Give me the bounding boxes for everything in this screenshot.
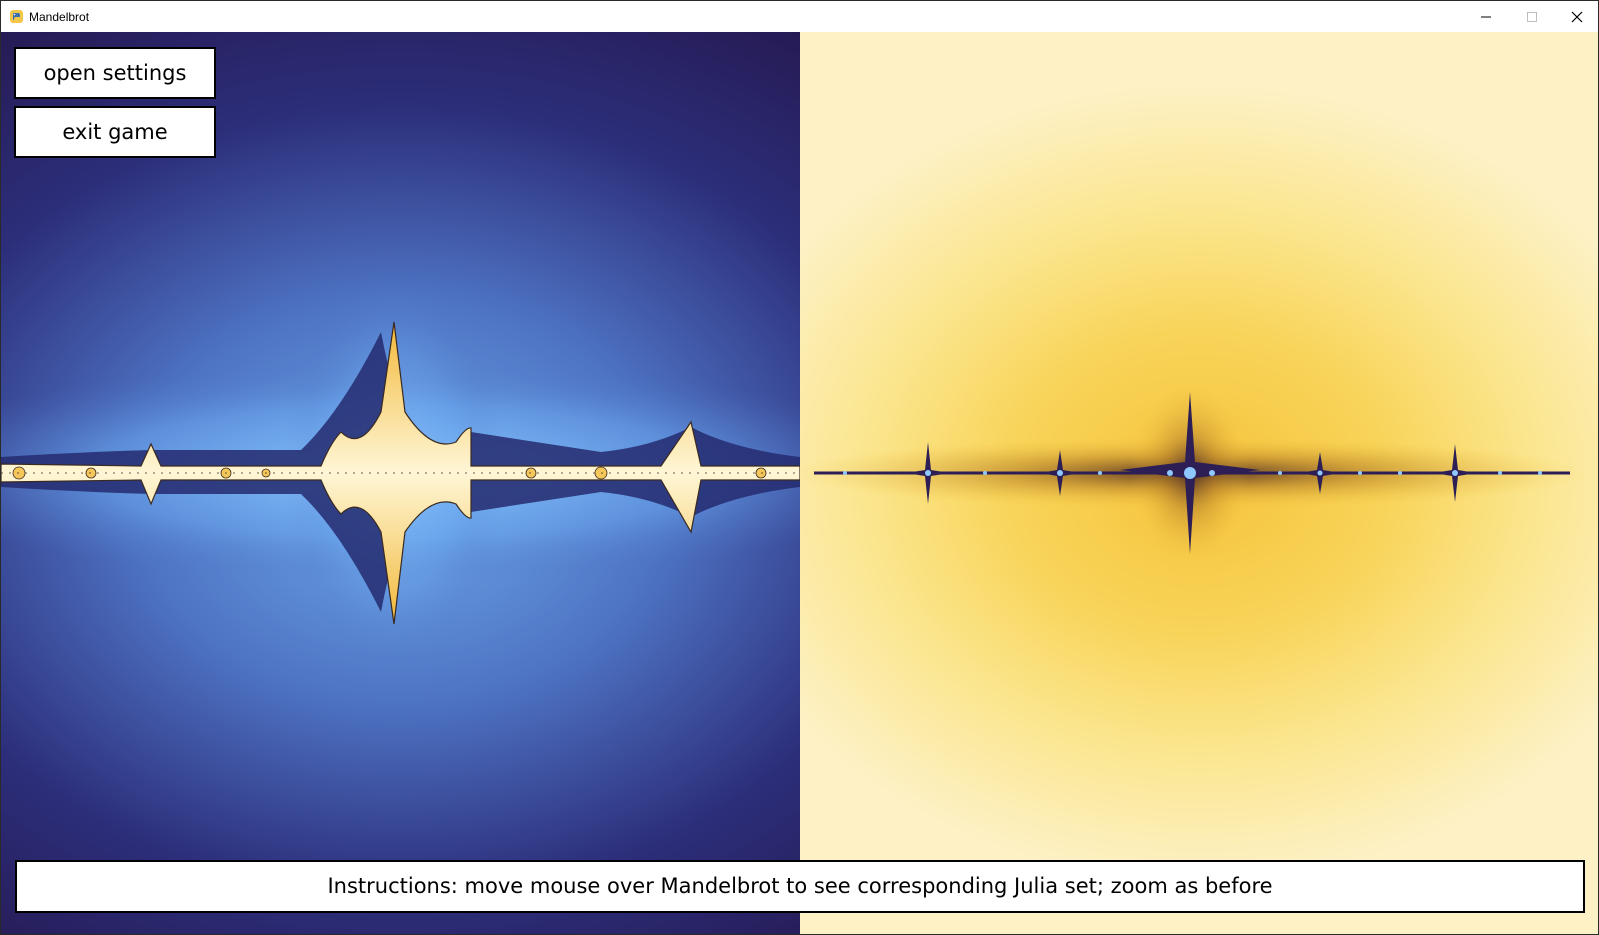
- title-bar[interactable]: Mandelbrot: [1, 1, 1598, 32]
- maximize-icon: [1527, 12, 1537, 22]
- python-snake-icon: [10, 10, 23, 23]
- close-icon: [1571, 11, 1583, 23]
- minimize-button[interactable]: [1463, 1, 1509, 32]
- close-button[interactable]: [1554, 1, 1598, 32]
- exit-game-button[interactable]: exit game: [14, 106, 216, 158]
- window-title: Mandelbrot: [29, 10, 90, 24]
- game-canvas[interactable]: open settings exit game: [1, 32, 1598, 934]
- open-settings-button[interactable]: open settings: [14, 47, 216, 99]
- minimize-icon: [1481, 16, 1491, 18]
- instructions-bar: Instructions: move mouse over Mandelbrot…: [15, 860, 1585, 913]
- mandelbrot-view[interactable]: open settings exit game: [1, 32, 800, 934]
- julia-view[interactable]: [800, 32, 1598, 934]
- mandelbrot-fractal: [1, 272, 800, 672]
- maximize-button[interactable]: [1509, 1, 1555, 32]
- julia-fractal: [800, 383, 1590, 563]
